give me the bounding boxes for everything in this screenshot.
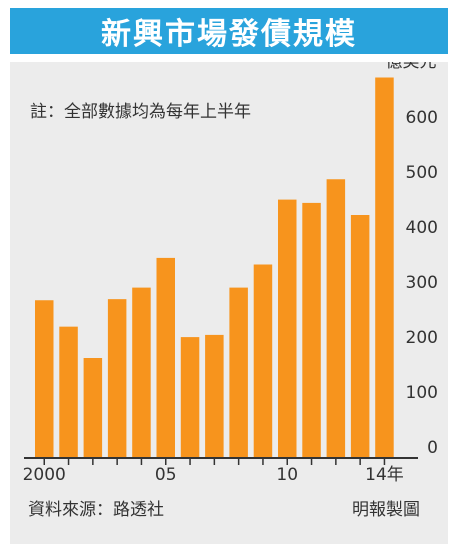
publisher-credit: 明報製圖: [352, 500, 420, 520]
y-tick-label-600: 600: [406, 108, 438, 128]
chart-note: 註：全部數據均為每年上半年: [30, 102, 251, 122]
bar-chart: 2000 05 10 14年 0 100 200 300 400 500 600 億美元 註：全部…: [23, 62, 438, 520]
chart-title: 新興市場發債規模: [101, 17, 357, 52]
chart-panel: 2000 05 10 14年 0 100 200 300 400 500 600 億美元 註：全部…: [10, 62, 448, 544]
bar-2012: [326, 179, 346, 457]
x-tick-label-2014: 14年: [365, 465, 404, 485]
x-axis-labels: 2000 05 10 14年: [23, 465, 404, 485]
bar-2002: [83, 358, 103, 457]
y-tick-label-400: 400: [406, 218, 438, 238]
bar-2006: [180, 337, 200, 457]
y-axis-unit: 億美元: [386, 62, 437, 72]
bar-2014: [375, 77, 394, 457]
y-tick-label-500: 500: [406, 163, 438, 183]
bar-2013: [350, 215, 370, 457]
bar-2008: [229, 287, 248, 457]
x-tick-label-2000: 2000: [23, 465, 66, 485]
y-tick-label-100: 100: [406, 383, 438, 403]
y-tick-label-200: 200: [406, 328, 438, 348]
bar-2010: [278, 199, 297, 457]
y-tick-label-300: 300: [406, 273, 438, 293]
x-tick-marks: [43, 458, 386, 465]
bars-group: [35, 77, 394, 457]
bar-2001: [59, 326, 78, 457]
bar-2009: [253, 264, 273, 457]
bar-2004: [132, 287, 151, 457]
y-axis-labels: 0 100 200 300 400 500 600: [406, 108, 438, 458]
bar-2003: [107, 299, 127, 457]
source-credit: 資料來源：路透社: [28, 500, 164, 520]
bar-2007: [205, 334, 224, 457]
bar-2000: [35, 300, 54, 457]
bar-2011: [302, 202, 321, 457]
bar-2005: [156, 257, 175, 457]
x-tick-label-2010: 10: [276, 465, 298, 485]
x-tick-label-2005: 05: [155, 465, 177, 485]
y-tick-label-0: 0: [427, 438, 438, 458]
title-banner: 新興市場發債規模: [10, 8, 448, 54]
